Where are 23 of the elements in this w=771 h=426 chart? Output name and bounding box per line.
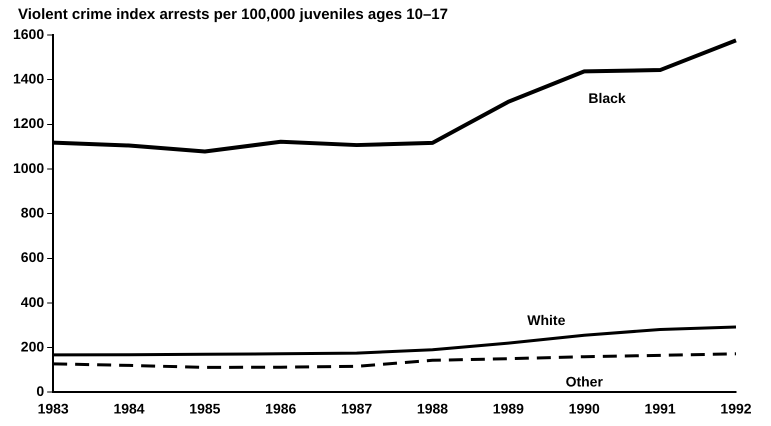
y-tick-label: 0 — [36, 383, 44, 400]
x-tick-label: 1985 — [189, 400, 221, 416]
x-tick-label: 1987 — [341, 400, 372, 416]
y-tick-label: 800 — [20, 204, 44, 220]
x-tick-label: 1990 — [568, 400, 600, 416]
y-tick-label: 200 — [20, 338, 44, 354]
y-tick-label: 1400 — [12, 70, 44, 87]
x-tick-label: 1989 — [492, 400, 524, 416]
y-tick-label: 400 — [20, 294, 44, 310]
x-tick-label: 1988 — [416, 400, 448, 416]
x-tick-label: 1992 — [720, 400, 752, 416]
series-label: White — [527, 312, 566, 328]
series-label: Other — [566, 374, 604, 390]
x-tick-label: 1991 — [644, 400, 676, 416]
x-tick-label: 1984 — [113, 400, 145, 416]
y-tick-label: 1200 — [12, 115, 44, 132]
x-tick-label: 1986 — [265, 400, 297, 416]
series-label: Black — [588, 90, 626, 106]
y-tick-label: 600 — [20, 249, 44, 266]
x-tick-label: 1983 — [38, 400, 69, 416]
chart-title: Violent crime index arrests per 100,000 juveniles ages 10–17 — [18, 6, 448, 23]
y-tick-label: 1600 — [12, 26, 44, 42]
y-tick-label: 1000 — [12, 160, 44, 176]
